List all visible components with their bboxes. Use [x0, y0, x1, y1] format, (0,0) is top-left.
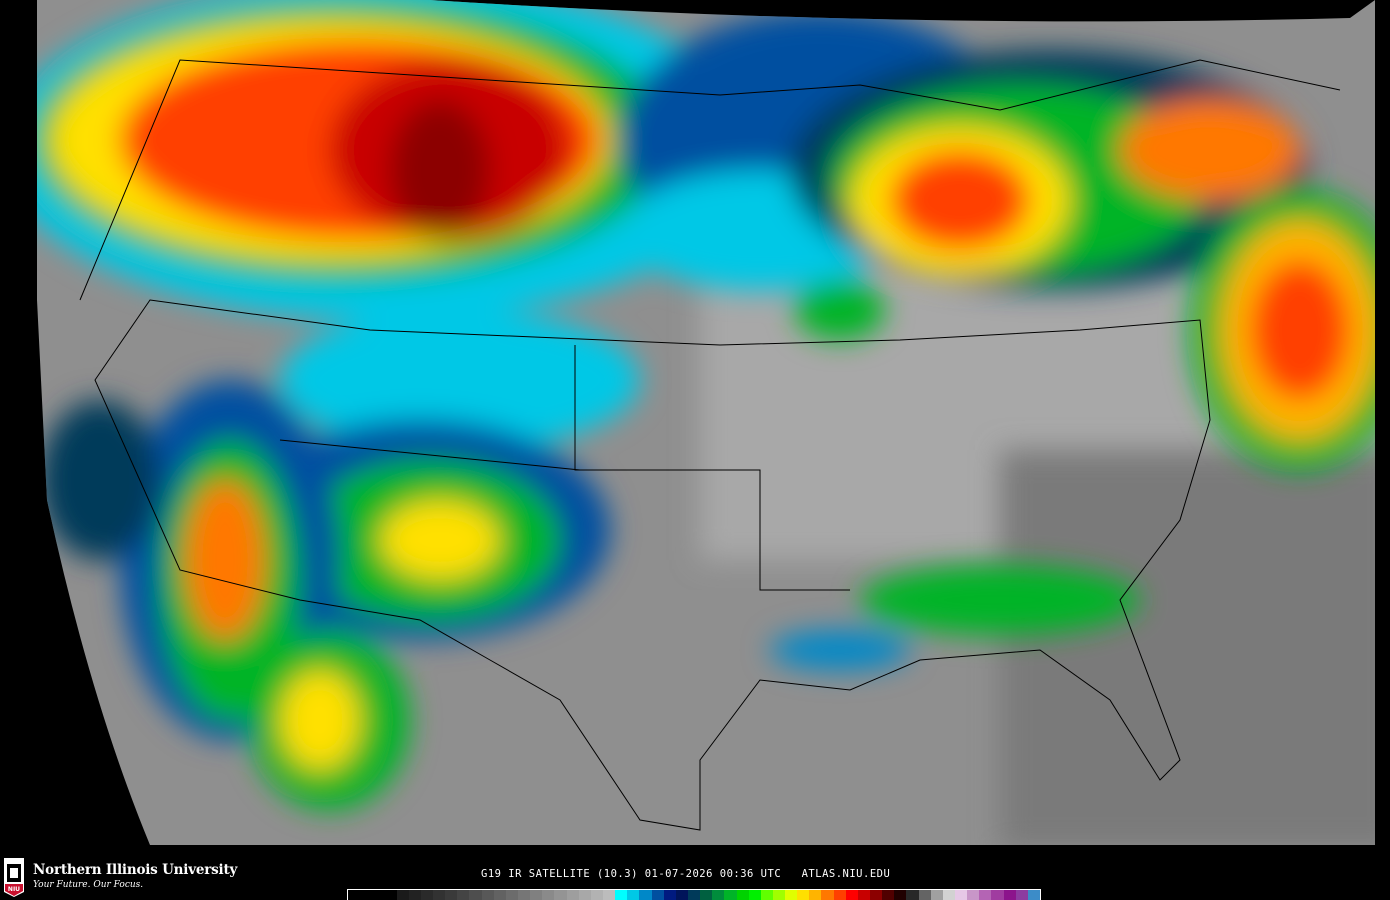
- color-scale-segment: [517, 890, 531, 900]
- color-scale-segment: [590, 890, 603, 900]
- color-scale-segment: [712, 890, 725, 900]
- color-scale-segment: [724, 890, 737, 900]
- color-scale-segment: [833, 890, 846, 900]
- color-scale-segment: [857, 890, 871, 900]
- color-scale-segment: [700, 890, 713, 900]
- niu-logo-icon: NIU: [4, 858, 24, 897]
- color-scale-segment: [894, 890, 907, 900]
- boundary-lines: [79, 59, 1341, 831]
- color-scale-segment: [748, 890, 761, 900]
- color-scale-segment: [493, 890, 506, 900]
- color-scale-segment: [1015, 890, 1028, 900]
- university-tagline: Your Future. Our Focus.: [33, 880, 144, 890]
- color-scale-segment: [760, 890, 773, 900]
- color-scale-segment: [772, 890, 786, 900]
- color-scale-segment: [785, 890, 798, 900]
- color-scale-segment: [675, 890, 688, 900]
- color-scale-segment: [627, 890, 640, 900]
- color-scale-segment: [457, 890, 470, 900]
- color-scale-segment: [991, 890, 1004, 900]
- color-scale-segment: [979, 890, 992, 900]
- color-scale-segment: [736, 890, 749, 900]
- color-scale-segment: [615, 890, 628, 900]
- color-scale-segment: [505, 890, 518, 900]
- color-scale-segment: [360, 890, 373, 900]
- color-scale-segment: [372, 890, 385, 900]
- color-scale-segment: [542, 890, 555, 900]
- color-scale-segment: [408, 890, 421, 900]
- color-scale-segment: [396, 890, 409, 900]
- color-scale-segment: [348, 890, 361, 900]
- color-scale-segment: [1003, 890, 1016, 900]
- color-scale-segment: [882, 890, 895, 900]
- color-scale-segment: [578, 890, 591, 900]
- cloud-field: [37, 0, 1375, 810]
- color-scale-segment: [530, 890, 543, 900]
- color-scale-segment: [663, 890, 676, 900]
- color-scale-segment: [566, 890, 579, 900]
- color-scale-segment: [1027, 890, 1041, 900]
- color-scale-segment: [602, 890, 616, 900]
- color-scale-segment: [420, 890, 433, 900]
- color-scale-segment: [918, 890, 931, 900]
- svg-text:NIU: NIU: [8, 886, 20, 893]
- color-scale-segment: [930, 890, 943, 900]
- temperature-color-scale: [347, 889, 1041, 900]
- color-scale-segment: [845, 890, 858, 900]
- color-scale-segment: [639, 890, 652, 900]
- color-scale-segment: [481, 890, 494, 900]
- color-scale-segment: [955, 890, 968, 900]
- color-scale-segment: [469, 890, 482, 900]
- color-scale-segment: [432, 890, 446, 900]
- color-scale-segment: [906, 890, 919, 900]
- color-scale-segment: [821, 890, 834, 900]
- color-scale-segment: [967, 890, 980, 900]
- color-scale-segment: [870, 890, 883, 900]
- color-scale-segment: [797, 890, 810, 900]
- color-scale-segment: [809, 890, 822, 900]
- ir-satellite-map: [37, 0, 1375, 845]
- color-scale-segment: [554, 890, 567, 900]
- product-caption: G19 IR SATELLITE (10.3) 01-07-2026 00:36…: [481, 868, 891, 880]
- color-scale-segment: [445, 890, 458, 900]
- color-scale-segment: [942, 890, 956, 900]
- color-scale-segment: [687, 890, 701, 900]
- university-name: Northern Illinois University: [33, 862, 238, 878]
- color-scale-segment: [384, 890, 397, 900]
- color-scale-segment: [651, 890, 664, 900]
